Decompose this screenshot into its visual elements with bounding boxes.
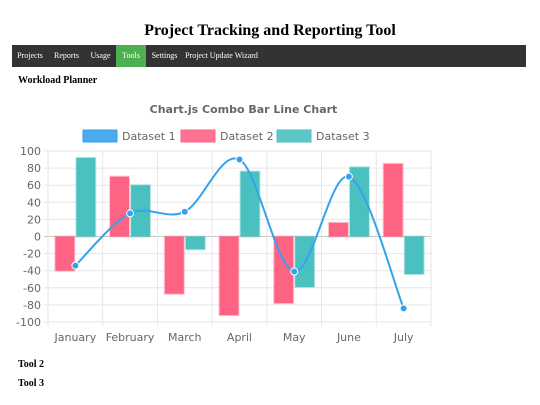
legend-swatch-2: [180, 129, 216, 143]
bar-dataset-3: [239, 170, 261, 238]
nav-bar: Projects Reports Usage Tools Settings Pr…: [12, 45, 526, 67]
x-tick-label: July: [393, 331, 414, 344]
line-point-dataset-1: [235, 155, 244, 164]
legend-swatch-1: [82, 129, 118, 143]
nav-item-project-update-wizard[interactable]: Project Update Wizard: [185, 51, 258, 60]
section-title-workload-planner: Workload Planner: [18, 75, 98, 86]
combo-chart: Chart.js Combo Bar Line Chart Dataset 1 Da…: [16, 103, 432, 344]
nav-item-settings[interactable]: Settings: [151, 51, 178, 60]
bar-dataset-2: [163, 235, 185, 295]
line-point-dataset-1: [126, 209, 135, 218]
line-point-dataset-1: [344, 172, 353, 181]
bar-dataset-2: [109, 175, 131, 238]
bar-dataset-3: [348, 166, 370, 238]
y-tick-label: -80: [23, 299, 41, 312]
legend-label-2: Dataset 2: [220, 130, 274, 143]
x-tick-label: June: [336, 331, 361, 344]
nav-item-tools[interactable]: Tools: [116, 45, 146, 67]
bar-dataset-2: [382, 162, 404, 238]
x-tick-label: March: [168, 331, 202, 344]
section-title-tool-2: Tool 2: [18, 359, 45, 370]
y-tick-label: -40: [23, 265, 41, 278]
bar-dataset-3: [184, 235, 206, 251]
nav-item-projects[interactable]: Projects: [17, 51, 43, 60]
bar-dataset-3: [75, 156, 97, 238]
y-tick-label: 100: [20, 145, 41, 158]
y-tick-label: -100: [16, 316, 41, 329]
bar-dataset-3: [403, 235, 425, 276]
line-point-dataset-1: [180, 207, 189, 216]
y-tick-label: -60: [23, 282, 41, 295]
legend-label-1: Dataset 1: [122, 130, 176, 143]
chart-title: Chart.js Combo Bar Line Chart: [150, 103, 338, 116]
line-point-dataset-1: [71, 261, 80, 270]
bar-dataset-2: [327, 221, 349, 238]
y-tick-label: 80: [27, 162, 41, 175]
line-point-dataset-1: [399, 304, 408, 313]
bar-dataset-2: [54, 235, 76, 272]
legend-label-3: Dataset 3: [316, 130, 370, 143]
x-tick-label: February: [106, 331, 155, 344]
bar-dataset-2: [218, 235, 240, 317]
legend-swatch-3: [276, 129, 312, 143]
y-tick-label: 20: [27, 213, 41, 226]
x-tick-label: May: [283, 331, 306, 344]
y-tick-label: 60: [27, 179, 41, 192]
x-tick-label: April: [227, 331, 252, 344]
x-tick-label: January: [54, 331, 97, 344]
section-title-tool-3: Tool 3: [18, 378, 45, 389]
nav-item-usage[interactable]: Usage: [90, 51, 111, 60]
nav-item-reports[interactable]: Reports: [54, 51, 79, 60]
line-dataset-1: [74, 157, 405, 309]
page-title: Project Tracking and Reporting Tool: [144, 22, 396, 39]
y-tick-label: 40: [27, 196, 41, 209]
y-tick-label: -20: [23, 248, 41, 261]
y-tick-label: 0: [34, 231, 41, 244]
line-point-dataset-1: [290, 267, 299, 276]
